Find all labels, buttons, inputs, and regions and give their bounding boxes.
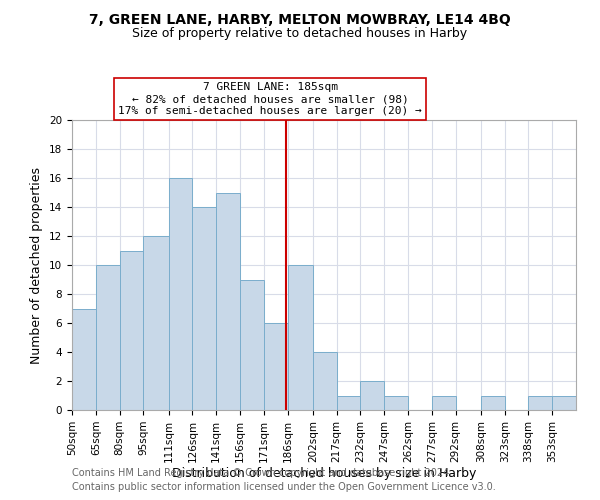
Bar (529, 396, 552, 410)
Text: Contains public sector information licensed under the Open Government Licence v3: Contains public sector information licen… (72, 482, 496, 492)
Bar (313, 352, 337, 410)
Bar (481, 396, 505, 410)
Bar (264, 323, 287, 410)
X-axis label: Distribution of detached houses by size in Harby: Distribution of detached houses by size … (172, 468, 476, 480)
Bar (143, 236, 169, 410)
Bar (240, 280, 264, 410)
Bar (361, 381, 384, 410)
Text: 7, GREEN LANE, HARBY, MELTON MOWBRAY, LE14 4BQ: 7, GREEN LANE, HARBY, MELTON MOWBRAY, LE… (89, 12, 511, 26)
Text: Size of property relative to detached houses in Harby: Size of property relative to detached ho… (133, 28, 467, 40)
Bar (337, 396, 361, 410)
Bar (119, 250, 143, 410)
Bar (169, 178, 193, 410)
Y-axis label: Number of detached properties: Number of detached properties (31, 166, 43, 364)
Bar (432, 396, 455, 410)
Text: Contains HM Land Registry data © Crown copyright and database right 2024.: Contains HM Land Registry data © Crown c… (72, 468, 452, 477)
Bar (287, 265, 313, 410)
Bar (552, 396, 576, 410)
Bar (72, 308, 96, 410)
Bar (193, 207, 216, 410)
Bar (384, 396, 408, 410)
Text: 7 GREEN LANE: 185sqm
← 82% of detached houses are smaller (98)
17% of semi-detac: 7 GREEN LANE: 185sqm ← 82% of detached h… (118, 82, 422, 116)
Bar (216, 192, 240, 410)
Bar (96, 265, 119, 410)
